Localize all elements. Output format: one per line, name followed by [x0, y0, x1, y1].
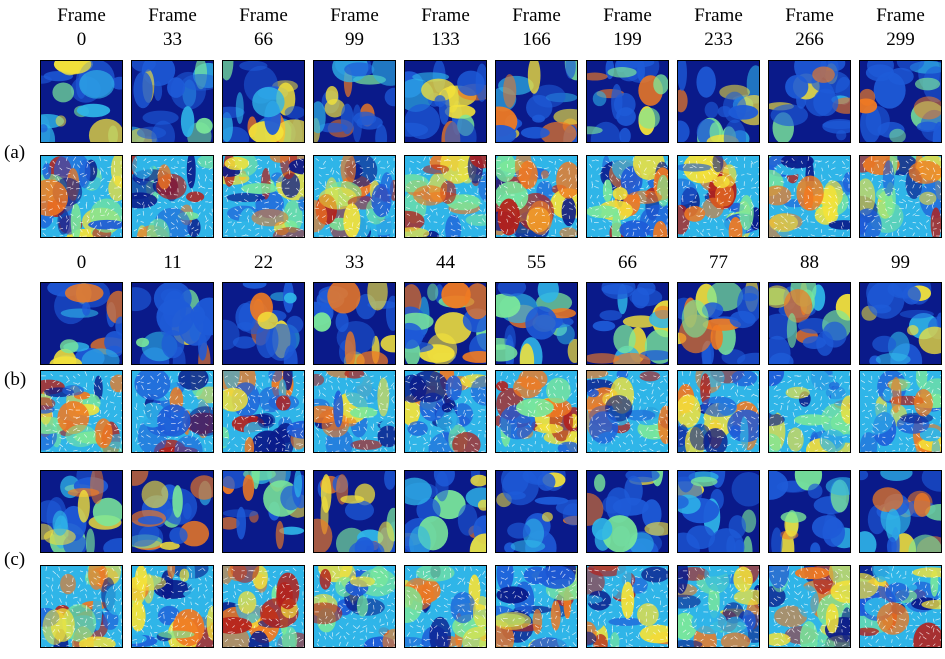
flow-field-panel — [495, 155, 578, 238]
density-map-panel — [131, 470, 214, 553]
density-map-panel — [404, 60, 487, 143]
density-map-panel — [495, 60, 578, 143]
density-map-panel — [586, 60, 669, 143]
density-map-panel — [40, 470, 123, 553]
frame-number: 77 — [709, 252, 728, 273]
density-map-panel — [768, 282, 851, 365]
frame-number: 266 — [795, 29, 824, 50]
density-map-panel — [677, 470, 760, 553]
density-map-panel — [40, 282, 123, 365]
flow-field-panel — [586, 370, 669, 453]
flow-field-panel — [859, 565, 942, 648]
flow-field-panel — [495, 370, 578, 453]
flow-field-panel — [495, 565, 578, 648]
frame-number: 133 — [431, 29, 460, 50]
frame-number: 33 — [163, 29, 182, 50]
density-map-panel — [768, 470, 851, 553]
frame-number: 22 — [254, 252, 273, 273]
flow-field-panel — [586, 155, 669, 238]
frame-number: 199 — [613, 29, 642, 50]
frame-number: 99 — [891, 252, 910, 273]
flow-field-panel — [768, 155, 851, 238]
flow-field-panel — [404, 370, 487, 453]
frame-number: 66 — [618, 252, 637, 273]
density-map-panel — [222, 282, 305, 365]
frame-number: 33 — [345, 252, 364, 273]
density-map-panel — [677, 282, 760, 365]
frame-header-word: Frame — [876, 5, 925, 26]
frame-number: 0 — [76, 252, 87, 273]
row-label-a: (a) — [4, 142, 26, 163]
row-label-b: (b) — [4, 369, 27, 390]
flow-field-panel — [131, 565, 214, 648]
frame-number: 11 — [163, 252, 182, 273]
frame-number: 88 — [800, 252, 819, 273]
flow-field-panel — [40, 565, 123, 648]
frame-number: 66 — [254, 29, 273, 50]
frame-number: 55 — [527, 252, 546, 273]
frame-number: 44 — [436, 252, 455, 273]
row-label-c: (c) — [4, 549, 26, 570]
density-map-panel — [586, 282, 669, 365]
density-map-panel — [222, 60, 305, 143]
flow-field-panel — [131, 155, 214, 238]
flow-field-panel — [404, 155, 487, 238]
density-map-panel — [222, 470, 305, 553]
density-map-panel — [131, 60, 214, 143]
flow-field-panel — [222, 370, 305, 453]
flow-field-panel — [404, 565, 487, 648]
flow-field-panel — [586, 565, 669, 648]
frame-number: 99 — [345, 29, 364, 50]
flow-field-panel — [313, 370, 396, 453]
density-map-panel — [859, 60, 942, 143]
frame-header-word: Frame — [603, 5, 652, 26]
frame-header-word: Frame — [694, 5, 743, 26]
frame-number: 233 — [704, 29, 733, 50]
frame-header-word: Frame — [421, 5, 470, 26]
density-map-panel — [859, 282, 942, 365]
frame-header-word: Frame — [148, 5, 197, 26]
flow-field-panel — [859, 370, 942, 453]
flow-field-panel — [313, 155, 396, 238]
flow-field-panel — [677, 565, 760, 648]
flow-field-panel — [40, 155, 123, 238]
flow-field-panel — [859, 155, 942, 238]
frame-number: 0 — [76, 29, 87, 50]
density-map-panel — [131, 282, 214, 365]
density-map-panel — [495, 282, 578, 365]
flow-field-panel — [222, 565, 305, 648]
flow-field-panel — [768, 370, 851, 453]
density-map-panel — [586, 470, 669, 553]
frame-header-word: Frame — [785, 5, 834, 26]
frame-number: 166 — [522, 29, 551, 50]
frame-header-word: Frame — [512, 5, 561, 26]
frame-header-word: Frame — [239, 5, 288, 26]
density-map-panel — [404, 282, 487, 365]
flow-field-panel — [40, 370, 123, 453]
density-map-panel — [313, 282, 396, 365]
frame-number: 299 — [886, 29, 915, 50]
density-map-panel — [677, 60, 760, 143]
flow-field-panel — [222, 155, 305, 238]
flow-field-panel — [313, 565, 396, 648]
flow-field-panel — [768, 565, 851, 648]
density-map-panel — [40, 60, 123, 143]
frame-header-word: Frame — [57, 5, 106, 26]
flow-field-panel — [677, 370, 760, 453]
density-map-panel — [313, 60, 396, 143]
density-map-panel — [404, 470, 487, 553]
density-map-panel — [859, 470, 942, 553]
density-map-panel — [313, 470, 396, 553]
density-map-panel — [495, 470, 578, 553]
flow-field-panel — [131, 370, 214, 453]
frame-header-word: Frame — [330, 5, 379, 26]
density-map-panel — [768, 60, 851, 143]
flow-field-panel — [677, 155, 760, 238]
